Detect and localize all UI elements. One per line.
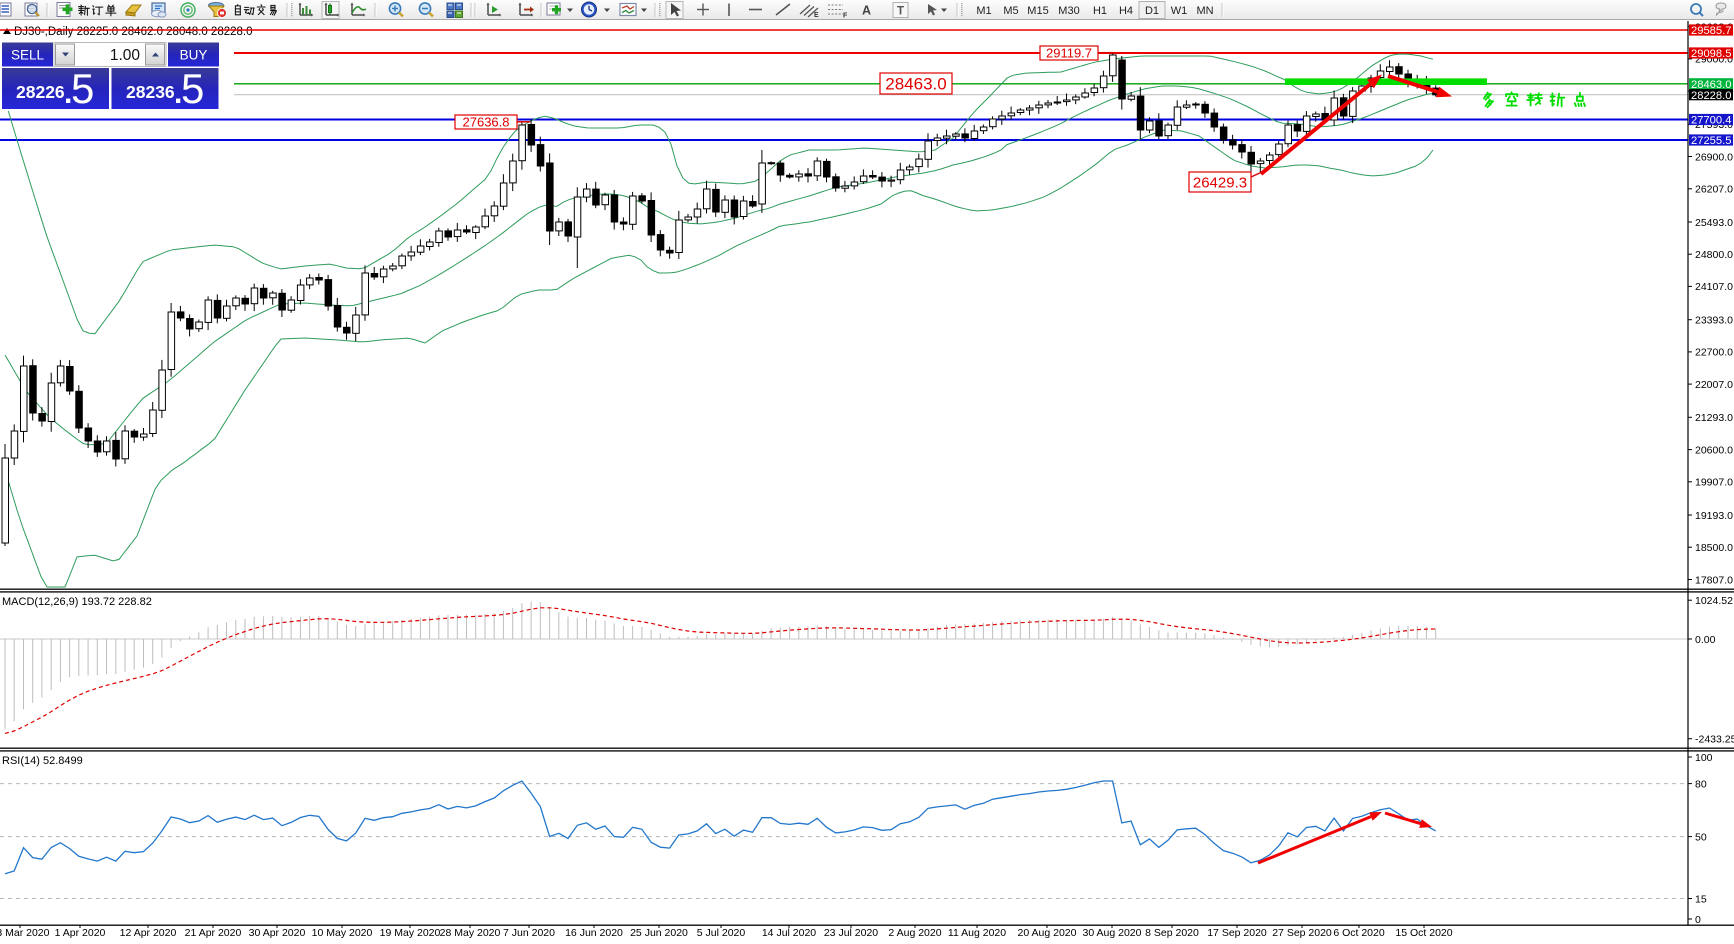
- svg-text:26207.0: 26207.0: [1695, 184, 1733, 196]
- svg-text:22700.0: 22700.0: [1695, 347, 1733, 359]
- svg-text:M5: M5: [1003, 5, 1018, 17]
- svg-text:20600.0: 20600.0: [1695, 444, 1733, 456]
- svg-text:11 Aug 2020: 11 Aug 2020: [948, 927, 1006, 939]
- svg-text:25493.0: 25493.0: [1695, 217, 1733, 229]
- svg-text:27 Sep 2020: 27 Sep 2020: [1272, 927, 1332, 939]
- svg-text:H4: H4: [1119, 5, 1133, 17]
- svg-text:27700.4: 27700.4: [1691, 115, 1731, 127]
- svg-text:27255.5: 27255.5: [1691, 135, 1731, 147]
- svg-text:1.00: 1.00: [110, 47, 141, 64]
- svg-text:18500.0: 18500.0: [1695, 542, 1733, 554]
- svg-text:M1: M1: [976, 5, 991, 17]
- svg-text:28463.0: 28463.0: [1691, 79, 1731, 91]
- svg-text:100: 100: [1695, 752, 1713, 764]
- svg-text:30 Aug 2020: 30 Aug 2020: [1083, 927, 1142, 939]
- svg-text:23 Jul 2020: 23 Jul 2020: [824, 927, 878, 939]
- svg-text:22007.0: 22007.0: [1695, 379, 1733, 391]
- svg-text:F: F: [843, 13, 848, 20]
- svg-text:M30: M30: [1058, 5, 1079, 17]
- svg-text:SELL: SELL: [11, 48, 45, 63]
- svg-text:D1: D1: [1145, 5, 1159, 17]
- svg-text:29119.7: 29119.7: [1046, 46, 1092, 61]
- svg-text:MN: MN: [1196, 5, 1213, 17]
- svg-text:1 Apr 2020: 1 Apr 2020: [55, 927, 106, 939]
- svg-text:17 Sep 2020: 17 Sep 2020: [1207, 927, 1267, 939]
- svg-text:23393.0: 23393.0: [1695, 315, 1733, 327]
- svg-text:7 Jun 2020: 7 Jun 2020: [503, 927, 555, 939]
- svg-text:25 Jun 2020: 25 Jun 2020: [630, 927, 688, 939]
- svg-text:10 May 2020: 10 May 2020: [312, 927, 373, 939]
- svg-text:E: E: [814, 12, 819, 19]
- svg-text:30 Apr 2020: 30 Apr 2020: [249, 927, 306, 939]
- svg-text:29098.5: 29098.5: [1691, 48, 1731, 60]
- svg-text:5: 5: [181, 65, 204, 112]
- svg-text:14 Jul 2020: 14 Jul 2020: [762, 927, 816, 939]
- svg-text:RSI(14) 52.8499: RSI(14) 52.8499: [2, 755, 83, 767]
- svg-text:1024.52: 1024.52: [1695, 595, 1733, 607]
- svg-text:29585.7: 29585.7: [1691, 25, 1731, 37]
- svg-text:0: 0: [1695, 914, 1701, 926]
- svg-text:19193.0: 19193.0: [1695, 510, 1733, 522]
- svg-text:26900.0: 26900.0: [1695, 151, 1733, 163]
- svg-text:17807.0: 17807.0: [1695, 574, 1733, 586]
- svg-text:28226: 28226: [16, 82, 65, 102]
- svg-text:28236: 28236: [126, 82, 175, 102]
- svg-text:20 Aug 2020: 20 Aug 2020: [1018, 927, 1077, 939]
- svg-text:16 Jun 2020: 16 Jun 2020: [565, 927, 623, 939]
- svg-text:MACD(12,26,9) 193.72 228.82: MACD(12,26,9) 193.72 228.82: [2, 596, 152, 608]
- svg-text:W1: W1: [1171, 5, 1188, 17]
- svg-text:12 Apr 2020: 12 Apr 2020: [120, 927, 177, 939]
- svg-text:50: 50: [1695, 831, 1707, 843]
- svg-text:0.00: 0.00: [1695, 634, 1716, 646]
- svg-text:26429.3: 26429.3: [1193, 174, 1247, 191]
- svg-text:29000.0: 29000.0: [1695, 54, 1733, 66]
- svg-text:H1: H1: [1093, 5, 1107, 17]
- svg-text:A: A: [862, 4, 871, 18]
- svg-text:.: .: [174, 77, 182, 110]
- svg-text:19 May 2020: 19 May 2020: [380, 927, 441, 939]
- svg-text:T: T: [897, 6, 904, 18]
- svg-text:5 Jul 2020: 5 Jul 2020: [697, 927, 746, 939]
- svg-text:15: 15: [1695, 893, 1707, 905]
- svg-text:5: 5: [71, 65, 94, 112]
- svg-text:27636.8: 27636.8: [463, 115, 510, 130]
- svg-text:24107.0: 24107.0: [1695, 281, 1733, 293]
- svg-text:M15: M15: [1027, 5, 1048, 17]
- svg-text:-2433.25: -2433.25: [1695, 734, 1734, 746]
- svg-text:19907.0: 19907.0: [1695, 477, 1733, 489]
- svg-text:21293.0: 21293.0: [1695, 412, 1733, 424]
- svg-text:23 Mar 2020: 23 Mar 2020: [0, 927, 50, 939]
- svg-text:28 May 2020: 28 May 2020: [440, 927, 501, 939]
- svg-text:24800.0: 24800.0: [1695, 249, 1733, 261]
- svg-text:BUY: BUY: [180, 48, 208, 63]
- svg-text:DJ30-,Daily 28225.0 28462.0 2: DJ30-,Daily 28225.0 28462.0 28048.0 2822…: [14, 26, 253, 38]
- svg-text:6 Oct 2020: 6 Oct 2020: [1333, 927, 1385, 939]
- svg-text:15 Oct 2020: 15 Oct 2020: [1395, 927, 1452, 939]
- svg-text:28463.0: 28463.0: [885, 75, 946, 94]
- svg-text:21 Apr 2020: 21 Apr 2020: [185, 927, 242, 939]
- svg-text:.: .: [64, 77, 72, 110]
- svg-text:8 Sep 2020: 8 Sep 2020: [1145, 927, 1199, 939]
- svg-text:28228.0: 28228.0: [1691, 90, 1731, 102]
- svg-text:80: 80: [1695, 778, 1707, 790]
- svg-text:2 Aug 2020: 2 Aug 2020: [888, 927, 941, 939]
